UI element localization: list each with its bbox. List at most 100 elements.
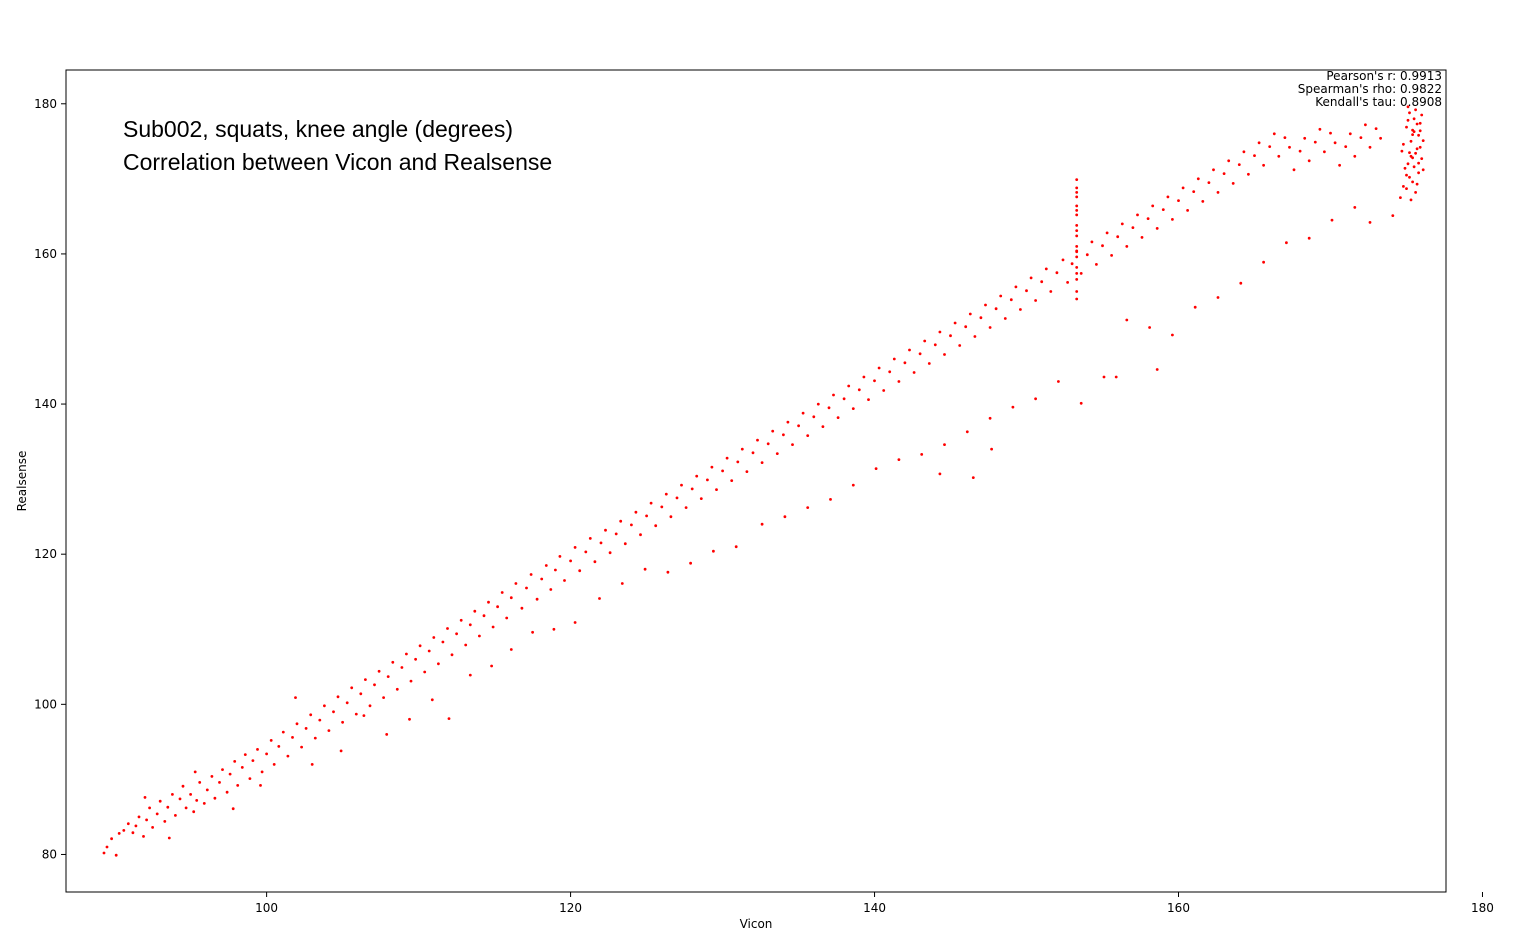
plot-frame (65, 69, 1447, 893)
data-point (313, 736, 317, 740)
data-point (505, 616, 509, 620)
data-point (341, 720, 344, 724)
y-tick-label: 180 (34, 97, 57, 111)
data-point (1333, 141, 1337, 145)
data-point (1262, 260, 1265, 264)
data-point (496, 605, 499, 609)
data-point (240, 766, 244, 769)
data-point (272, 763, 276, 766)
data-point (1034, 299, 1037, 302)
data-point (468, 623, 472, 627)
data-point (1411, 133, 1414, 137)
data-point (1075, 290, 1079, 293)
data-point (218, 781, 221, 784)
data-point (193, 770, 197, 774)
data-point (1330, 218, 1334, 222)
data-point (1075, 209, 1079, 212)
data-point (1075, 255, 1079, 259)
data-point (988, 416, 992, 420)
data-point (1095, 263, 1098, 266)
data-point (1075, 186, 1079, 190)
data-point (1207, 181, 1211, 185)
data-point (189, 793, 193, 796)
data-point (1406, 118, 1410, 122)
x-tick-label: 160 (1167, 901, 1190, 915)
data-point (1400, 149, 1404, 153)
y-tick-label: 160 (34, 247, 57, 261)
data-point (166, 805, 170, 809)
data-point (1146, 217, 1150, 221)
data-point (1222, 172, 1226, 176)
data-point (1079, 401, 1083, 405)
data-point (1136, 213, 1139, 217)
data-point (918, 352, 922, 356)
data-point (260, 770, 264, 774)
data-point (721, 469, 724, 473)
data-point (554, 568, 557, 572)
data-point (300, 745, 303, 749)
data-point (874, 467, 878, 470)
data-point (114, 853, 118, 857)
data-point (664, 492, 668, 496)
data-point (988, 326, 992, 329)
data-point (1003, 317, 1007, 320)
data-point (1364, 123, 1367, 127)
data-point (766, 442, 770, 446)
data-point (695, 474, 699, 478)
data-point (730, 479, 734, 482)
data-point (1193, 305, 1197, 309)
data-point (1307, 236, 1311, 240)
data-point (1417, 133, 1420, 137)
data-point (117, 832, 121, 835)
data-point (473, 609, 477, 613)
data-point (377, 669, 381, 673)
data-point (938, 330, 942, 334)
data-point (1070, 262, 1074, 266)
data-point (540, 577, 544, 581)
data-point (269, 739, 273, 742)
data-point (782, 433, 785, 437)
data-point (544, 564, 548, 567)
data-point (1090, 240, 1094, 244)
data-point (382, 696, 385, 699)
data-point (1216, 296, 1220, 299)
data-point (736, 460, 740, 464)
data-point (684, 506, 688, 509)
data-point (336, 695, 340, 699)
data-point (923, 339, 927, 343)
data-point (225, 790, 229, 794)
data-point (105, 845, 109, 849)
data-point (877, 366, 881, 370)
data-point (979, 316, 983, 320)
data-point (715, 488, 718, 491)
data-point (1329, 131, 1332, 135)
data-point (373, 683, 376, 687)
data-point (1344, 145, 1348, 149)
data-point (760, 461, 764, 464)
data-point (385, 733, 389, 736)
data-point (882, 389, 886, 392)
data-point (1303, 136, 1307, 140)
data-point (1239, 281, 1243, 285)
data-point (734, 545, 738, 549)
data-point (816, 402, 820, 406)
data-point (1075, 213, 1079, 217)
data-point (760, 522, 764, 526)
data-point (286, 754, 290, 758)
x-axis-label: Vicon (740, 917, 773, 931)
data-point (409, 679, 413, 683)
data-point (195, 799, 199, 802)
data-point (1075, 278, 1079, 281)
data-point (862, 375, 866, 379)
data-point (847, 384, 851, 388)
data-point (771, 429, 775, 433)
data-point (1075, 195, 1079, 199)
data-point (202, 802, 206, 805)
data-point (573, 546, 577, 549)
data-point (1415, 122, 1419, 126)
data-point (464, 643, 468, 647)
data-point (405, 652, 408, 656)
data-point (630, 523, 633, 527)
data-point (1075, 178, 1079, 182)
